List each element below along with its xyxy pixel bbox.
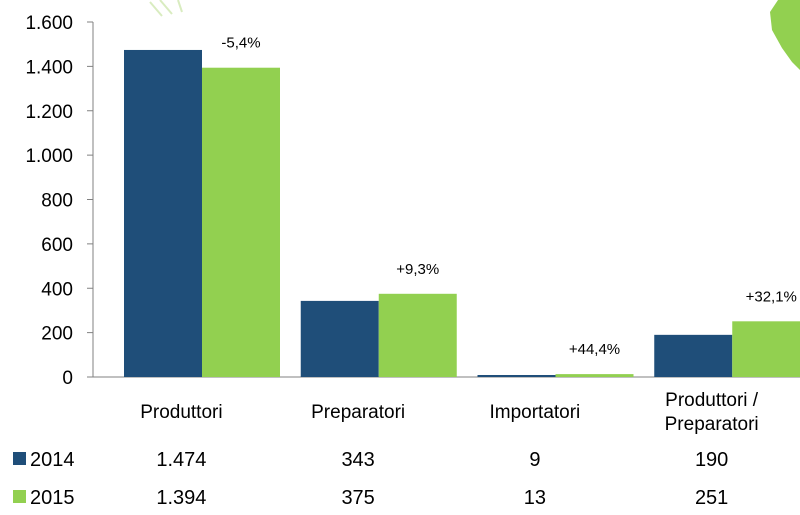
y-tick-label: 200 — [41, 324, 73, 345]
table-cell: 190 — [695, 449, 728, 471]
legend-swatch-2015 — [13, 490, 26, 503]
bar-2015-0 — [202, 67, 280, 378]
legend-swatch-2014 — [13, 452, 26, 465]
bar-2015-3 — [732, 321, 800, 377]
data-labels: -5,4% +9,3% +44,4% +32,1% — [221, 35, 796, 358]
y-tick-label: 1.200 — [25, 102, 73, 123]
bar-2014-3 — [654, 334, 733, 377]
bar-2014-0 — [124, 49, 202, 378]
category-label: Produttori — [140, 402, 222, 423]
table-cell: 1.394 — [156, 487, 206, 509]
change-label: +9,3% — [396, 261, 439, 278]
change-label: +44,4% — [569, 341, 620, 358]
decorative-leaf-shape — [770, 0, 800, 70]
y-tick-label: 1.600 — [25, 13, 73, 34]
bars — [124, 49, 800, 378]
data-table: 2014 1.474 343 9 190 2015 1.394 375 13 251 — [13, 449, 728, 509]
y-tick-label: 1.400 — [25, 57, 73, 78]
category-label: Importatori — [489, 402, 580, 423]
bar-2014-2 — [477, 375, 556, 377]
bar-2014-1 — [300, 300, 379, 377]
bar-2015-2 — [555, 374, 634, 377]
category-label: Produttori / — [665, 390, 759, 411]
table-cell: 343 — [341, 449, 374, 471]
table-cell: 375 — [341, 487, 374, 509]
category-label: Preparatori — [665, 414, 759, 435]
y-tick-label: 0 — [62, 368, 73, 389]
background-decoration — [149, 0, 800, 70]
legend-label: 2014 — [30, 449, 75, 471]
y-tick-label: 600 — [41, 235, 73, 256]
table-cell: 1.474 — [156, 449, 206, 471]
table-cell: 13 — [524, 487, 546, 509]
legend-label: 2015 — [30, 487, 75, 509]
y-tick-label: 400 — [41, 279, 73, 300]
decorative-sun-rays — [149, 0, 183, 17]
table-cell: 9 — [529, 449, 540, 471]
category-label: Preparatori — [311, 402, 405, 423]
y-tick-label: 800 — [41, 191, 73, 212]
y-tick-label: 1.000 — [25, 146, 73, 167]
bar-2015-1 — [378, 293, 457, 377]
category-labels: Produttori Preparatori Importatori Produtto… — [140, 390, 759, 435]
table-cell: 251 — [695, 487, 728, 509]
change-label: +32,1% — [746, 288, 797, 305]
change-label: -5,4% — [221, 35, 260, 52]
